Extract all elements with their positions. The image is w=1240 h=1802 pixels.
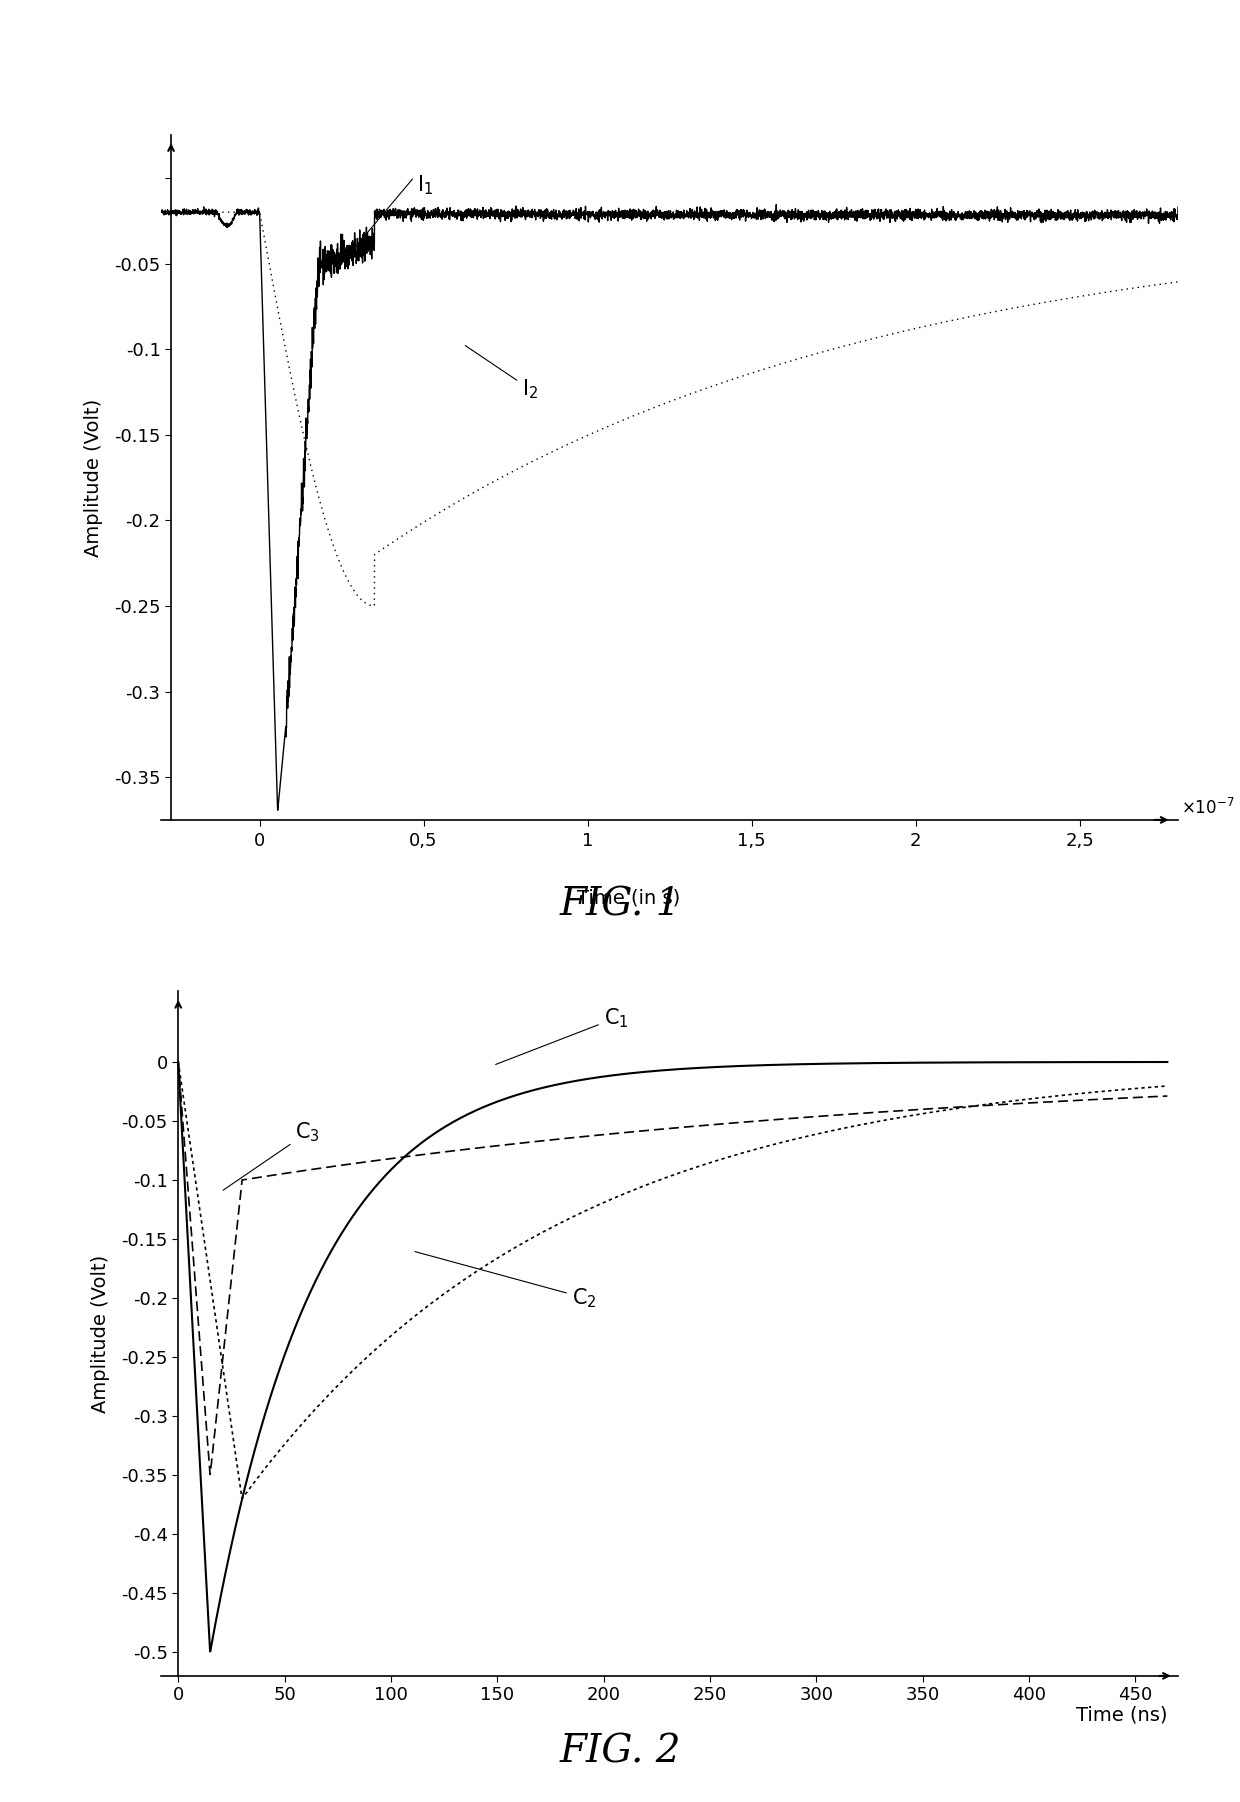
Text: $\times 10^{-7}$: $\times 10^{-7}$ <box>1182 798 1235 818</box>
Text: FIG. 1: FIG. 1 <box>559 887 681 924</box>
Y-axis label: Amplitude (Volt): Amplitude (Volt) <box>92 1254 110 1413</box>
X-axis label: Time (in s): Time (in s) <box>578 888 681 908</box>
Text: I$_2$: I$_2$ <box>465 346 538 402</box>
Text: FIG. 2: FIG. 2 <box>559 1734 681 1771</box>
Text: I$_1$: I$_1$ <box>353 173 433 249</box>
Y-axis label: Amplitude (Volt): Amplitude (Volt) <box>84 398 103 557</box>
Text: Time (ns): Time (ns) <box>1076 1705 1167 1725</box>
Text: C$_1$: C$_1$ <box>496 1006 629 1065</box>
Text: C$_3$: C$_3$ <box>223 1121 320 1191</box>
Text: C$_2$: C$_2$ <box>415 1252 596 1310</box>
